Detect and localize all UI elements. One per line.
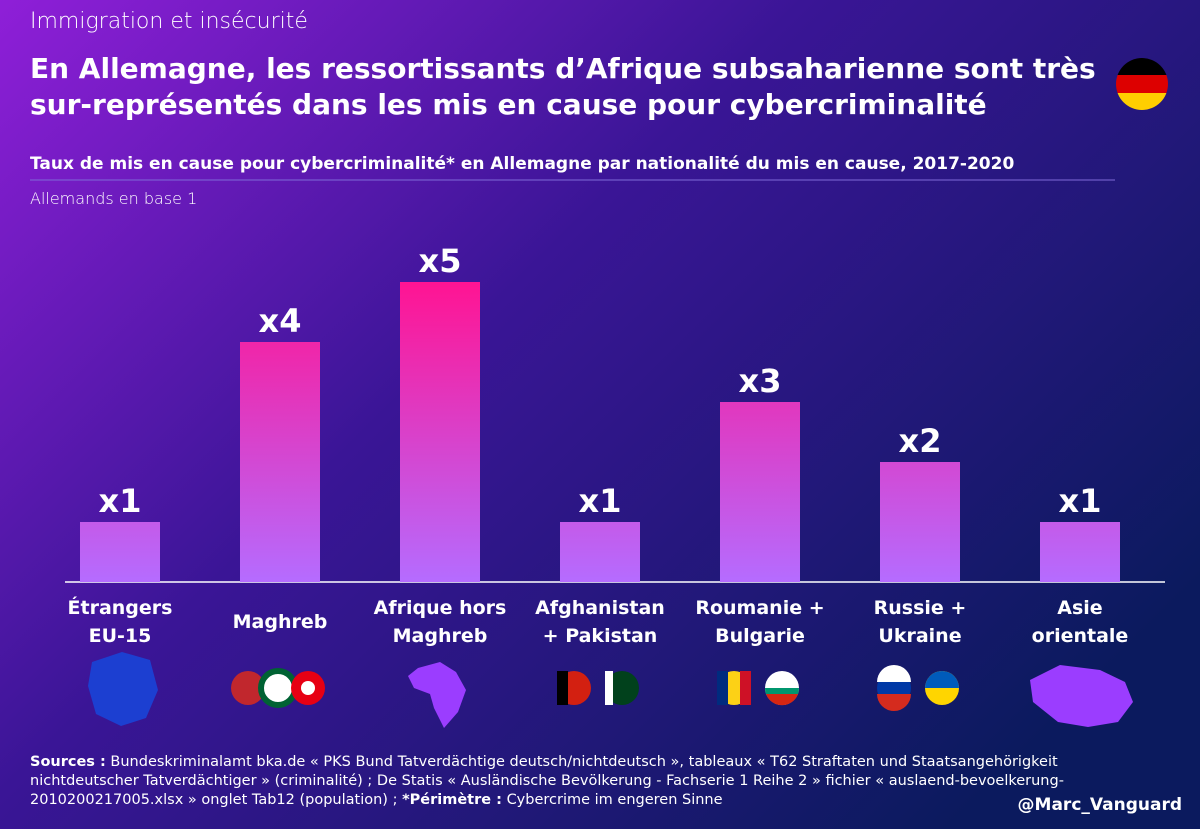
x-tick-label-line: Afghanistan (535, 597, 665, 619)
handle: @Marc_Vanguard (1018, 795, 1182, 815)
x-tick-label-line: EU-15 (89, 625, 152, 647)
x-tick-label-line: Roumanie + (695, 597, 824, 619)
sources-text: 2010200217005.xlsx » onglet Tab12 (popul… (30, 792, 397, 808)
subtitle: Taux de mis en cause pour cybercriminali… (30, 154, 1014, 174)
bar (560, 522, 640, 582)
bar (880, 462, 960, 582)
value-label: x5 (419, 242, 462, 280)
bar (400, 282, 480, 582)
perimetre-label: *Périmètre : (402, 792, 502, 808)
value-label: x3 (739, 362, 782, 400)
x-tick-label: Maghreb (233, 611, 328, 633)
sources-line: nichtdeutscher Tatverdächtiger » (crimin… (30, 773, 1064, 789)
x-tick-label-line: Maghreb (393, 625, 488, 647)
bar (240, 342, 320, 582)
x-tick-label-line: Asie (1057, 597, 1102, 619)
x-tick-label: Afghanistan + Pakistan (535, 597, 665, 647)
x-tick-label: Asie orientale (1032, 597, 1129, 647)
x-tick-label-line: Ukraine (878, 625, 961, 647)
sources-label: Sources : (30, 754, 106, 770)
title-line: sur-représentés dans les mis en cause po… (30, 88, 987, 121)
x-tick-label-line: Bulgarie (715, 625, 805, 647)
title-line: En Allemagne, les ressortissants d’Afriq… (30, 52, 1096, 85)
sources-line: Sources : Bundeskriminalamt bka.de « PKS… (30, 754, 1058, 770)
kicker: Immigration et insécurité (30, 9, 308, 34)
x-tick-label-line: Étrangers (68, 596, 173, 619)
bar (80, 522, 160, 582)
x-tick-label: Étrangers EU-15 (68, 596, 173, 647)
x-tick-label-line: orientale (1032, 625, 1129, 647)
bar (720, 402, 800, 582)
x-tick-label: Afrique hors Maghreb (374, 597, 507, 647)
x-tick-label-line: + Pakistan (543, 625, 658, 647)
value-label: x4 (259, 302, 302, 340)
sources-line: 2010200217005.xlsx » onglet Tab12 (popul… (30, 792, 723, 808)
sources-text: Bundeskriminalamt bka.de « PKS Bund Tatv… (110, 754, 1058, 770)
icons (88, 652, 1133, 728)
german-flag (1116, 58, 1168, 110)
x-tick-label: Russie + Ukraine (874, 597, 967, 647)
value-label: x2 (899, 422, 942, 460)
x-tick-label-line: Russie + (874, 597, 967, 619)
perimetre-text: Cybercrime im engeren Sinne (507, 792, 723, 808)
x-tick-label-line: Maghreb (233, 611, 328, 633)
axis-note: Allemands en base 1 (30, 189, 197, 208)
x-tick-label: Roumanie + Bulgarie (695, 597, 824, 647)
value-label: x1 (579, 482, 622, 520)
value-label: x1 (99, 482, 142, 520)
footer: Sources : Bundeskriminalamt bka.de « PKS… (30, 754, 1064, 808)
x-tick-label-line: Afrique hors (374, 597, 507, 619)
bar (1040, 522, 1120, 582)
value-label: x1 (1059, 482, 1102, 520)
